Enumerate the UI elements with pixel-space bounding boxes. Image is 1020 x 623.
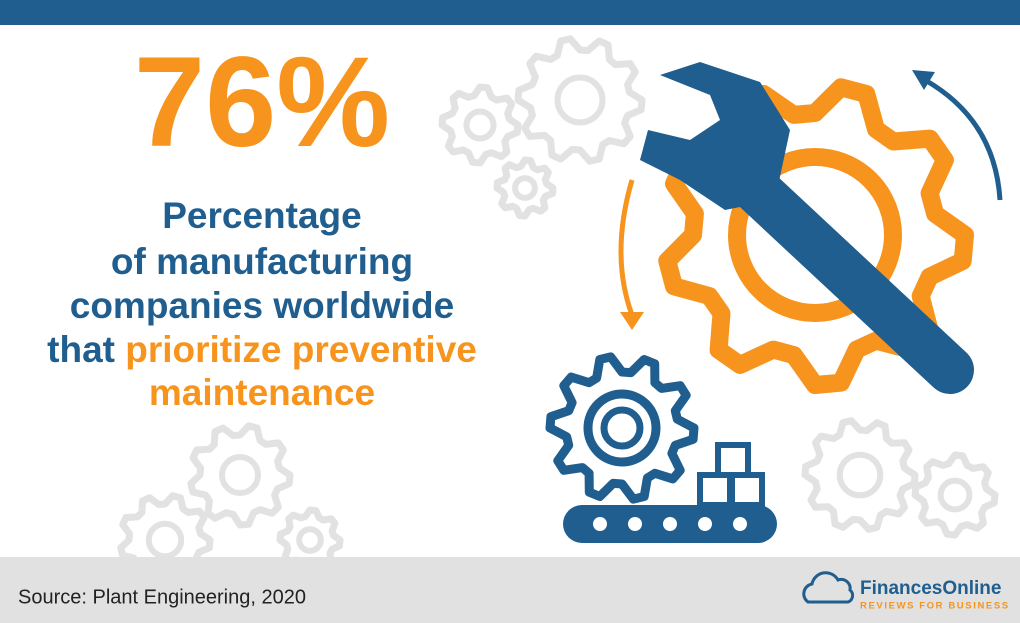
- orange-arrow: [618, 179, 635, 316]
- bg-gear-hole: [937, 477, 973, 513]
- brand: FinancesOnline: [860, 578, 1001, 599]
- bg-gear-hole: [463, 108, 497, 142]
- roller: [733, 517, 747, 531]
- bg-gear-hole: [836, 451, 884, 499]
- description-text: that: [47, 329, 115, 370]
- blue-gear-hole: [600, 406, 644, 450]
- orange-arrow-head: [620, 312, 644, 330]
- roller: [663, 517, 677, 531]
- bg-gear-hole: [554, 74, 606, 126]
- stat: 76%: [134, 31, 390, 174]
- bg-gear-hole: [219, 454, 261, 496]
- bg-gear-hole: [296, 526, 324, 554]
- box: [729, 472, 765, 508]
- bg-gear: [801, 417, 919, 533]
- box: [715, 442, 751, 478]
- blue-arrow: [923, 77, 1003, 201]
- highlight-text: prioritize preventive: [125, 329, 477, 370]
- bg-gear: [911, 451, 999, 539]
- top-bar: [0, 0, 1020, 25]
- bg-gear: [187, 422, 294, 529]
- description-line: companies worldwide: [70, 285, 454, 326]
- roller: [628, 517, 642, 531]
- bg-gear: [438, 83, 522, 167]
- description-line: maintenance: [149, 372, 375, 413]
- orange-gear-hole: [728, 148, 902, 322]
- description: Percentage of manufacturing companies wo…: [47, 195, 477, 413]
- wrench-head: [640, 62, 790, 210]
- box: [697, 472, 733, 508]
- bg-gear-hole: [145, 520, 185, 560]
- logo: FinancesOnline REVIEWS FOR BUSINESS: [802, 571, 1010, 612]
- illustration: [545, 62, 1003, 543]
- description-line: Percentage: [162, 195, 362, 236]
- bg-gear: [493, 156, 557, 220]
- description-line: that prioritize preventive: [47, 329, 477, 370]
- blue-gear-ring: [583, 389, 661, 467]
- source: Source: Plant Engineering, 2020: [18, 586, 306, 608]
- roller: [593, 517, 607, 531]
- bg-gear: [514, 35, 646, 165]
- tagline: REVIEWS FOR BUSINESS: [860, 601, 1010, 612]
- description-line: of manufacturing: [111, 241, 413, 282]
- roller: [698, 517, 712, 531]
- bg-gear-hole: [512, 175, 538, 201]
- orange-gear: [658, 78, 974, 394]
- blue-arrow-head: [912, 70, 935, 90]
- blue-gear: [545, 352, 699, 504]
- logo-icon: [802, 571, 855, 604]
